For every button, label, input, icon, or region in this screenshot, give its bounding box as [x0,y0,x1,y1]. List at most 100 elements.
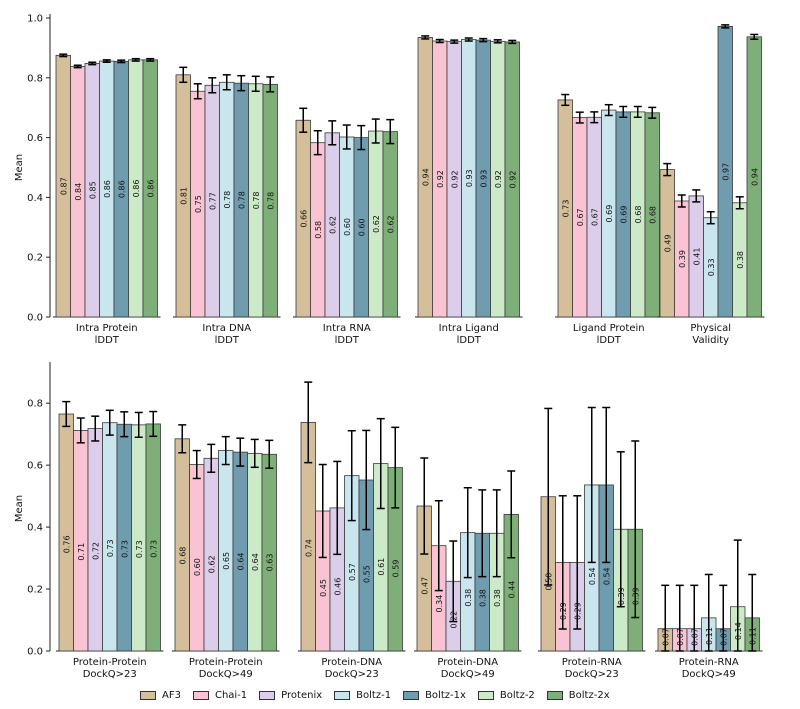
data-label: 0.11 [748,627,757,645]
bar [73,430,89,652]
data-label: 0.64 [251,553,260,571]
bar [58,413,74,652]
data-label: 0.73 [561,200,570,218]
legend-item-protenix: Protenix [259,690,322,701]
data-label: 0.44 [507,581,516,599]
data-label: 0.07 [719,628,728,646]
data-label: 0.65 [222,552,231,570]
x-group-sublabel: DockQ>23 [565,669,619,680]
data-label: 0.29 [573,602,582,620]
x-group-label: Protein-RNA [562,657,622,668]
legend-item-boltz-2: Boltz-2 [477,689,535,701]
x-group-sublabel: DockQ>23 [83,669,137,680]
data-label: 0.69 [619,206,628,224]
x-group-sublabel: DockQ>49 [682,669,736,680]
data-label: 0.68 [178,547,187,565]
data-label: 0.64 [236,553,245,571]
data-label: 0.54 [602,567,611,585]
legend-label: Boltz-2x [568,689,610,701]
data-label: 0.41 [692,248,701,266]
data-label: 0.61 [377,558,386,576]
bar [116,423,132,652]
x-group-label: Intra Ligand [439,323,499,334]
legend-label: Chai-1 [214,689,248,701]
data-label: 0.77 [208,192,217,210]
y-tick-label: 1.0 [27,14,43,25]
data-label: 0.38 [736,251,745,269]
legend: AF3 Chai-1 Protenix Boltz-1 Boltz-1x Bol… [140,686,700,704]
legend-item-boltz-2x: Boltz-2x [546,689,610,701]
x-group-sublabel: Validity [692,335,729,346]
data-label: 0.62 [372,215,381,233]
legend-label: Boltz-1 [356,689,392,701]
data-label: 0.74 [304,539,313,557]
data-label: 0.73 [106,539,115,557]
legend-label: AF3 [162,689,181,701]
data-label: 0.92 [508,171,517,189]
legend-item-boltz-1x: Boltz-1x [403,690,466,701]
data-label: 0.73 [135,540,144,558]
data-label: 0.07 [676,628,685,646]
bar [102,422,118,652]
data-label: 0.14 [734,622,743,640]
legend-swatch [403,690,420,700]
data-label: 0.97 [721,163,730,181]
data-label: 0.94 [750,168,759,186]
data-label: 0.85 [88,181,97,199]
data-label: 0.86 [132,180,141,198]
data-label: 0.76 [62,535,71,553]
bar [247,452,263,652]
data-label: 0.54 [588,567,597,585]
x-group-label: Intra DNA [202,323,251,334]
data-label: 0.92 [436,170,445,188]
bar [131,424,147,652]
y-tick-label: 0.8 [27,73,43,84]
data-label: 0.73 [149,540,158,558]
data-label: 0.78 [252,191,261,209]
legend-swatch [140,690,156,700]
y-tick-label: 0.8 [27,399,43,410]
data-label: 0.45 [319,579,328,597]
data-label: 0.81 [179,187,188,205]
data-label: 0.67 [590,208,599,226]
x-group-label: Protein-RNA [679,657,739,668]
data-label: 0.62 [207,555,216,573]
legend-item-chai-1: Chai-1 [192,689,248,701]
y-axis-label: Mean [14,154,25,181]
data-label: 0.60 [343,218,352,236]
x-group-label: Intra Protein [76,323,138,334]
data-label: 0.38 [478,589,487,607]
data-label: 0.84 [74,183,83,201]
data-label: 0.62 [386,215,395,233]
data-label: 0.07 [690,628,699,646]
data-label: 0.71 [77,543,86,561]
bar [189,464,205,652]
data-label: 0.73 [120,540,129,558]
data-label: 0.59 [391,560,400,578]
legend-swatch [546,690,563,700]
data-label: 0.55 [362,565,371,583]
y-tick-label: 0.4 [27,193,43,204]
legend-label: Protenix [281,689,323,701]
data-label: 0.33 [707,258,716,276]
bar [218,450,234,652]
data-label: 0.93 [465,169,474,187]
x-group-label: Protein-Protein [73,657,147,668]
data-label: 0.63 [265,554,274,572]
y-tick-label: 0.2 [27,585,43,596]
x-group-label: Protein-DNA [437,657,498,668]
bar [174,438,190,652]
data-label: 0.92 [450,170,459,188]
legend-label: Boltz-2 [499,689,535,701]
legend-label: Boltz-1x [425,689,466,701]
x-group-sublabel: lDDT [335,335,360,346]
legend-item-boltz-1: Boltz-1 [334,690,391,701]
data-label: 0.38 [493,589,502,607]
data-label: 0.11 [705,627,714,645]
x-group-label: Ligand Protein [573,323,645,334]
data-label: 0.78 [266,192,275,210]
data-label: 0.78 [223,191,232,209]
bar [203,457,219,652]
data-label: 0.78 [237,191,246,209]
